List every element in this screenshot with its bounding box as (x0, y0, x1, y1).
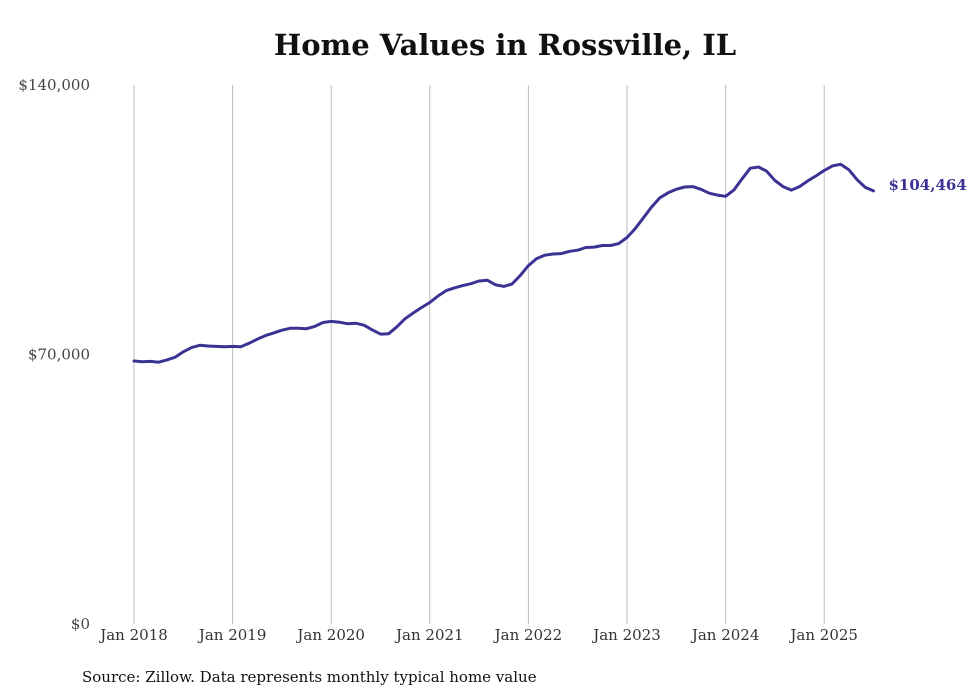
source-note: Source: Zillow. Data represents monthly … (82, 668, 537, 686)
x-tick-label: Jan 2025 (788, 626, 858, 644)
chart-title: Home Values in Rossville, IL (273, 28, 737, 62)
x-tick-label: Jan 2020 (295, 626, 365, 644)
y-tick-label: $70,000 (28, 346, 90, 364)
y-tick-label: $0 (71, 615, 90, 633)
x-tick-label: Jan 2019 (197, 626, 267, 644)
x-tick-label: Jan 2024 (690, 626, 760, 644)
y-axis-ticks: $140,000 $70,000 $0 (18, 76, 90, 633)
grid-lines (133, 85, 825, 624)
x-tick-label: Jan 2021 (394, 626, 464, 644)
x-tick-label: Jan 2022 (493, 626, 563, 644)
x-tick-label: Jan 2023 (591, 626, 661, 644)
x-tick-label: Jan 2018 (98, 626, 168, 644)
home-value-line (132, 162, 875, 364)
x-axis-ticks: Jan 2018 Jan 2019 Jan 2020 Jan 2021 Jan 2022… (98, 626, 858, 644)
last-value-label: $104,464 (889, 176, 967, 194)
y-tick-label: $140,000 (18, 76, 90, 94)
